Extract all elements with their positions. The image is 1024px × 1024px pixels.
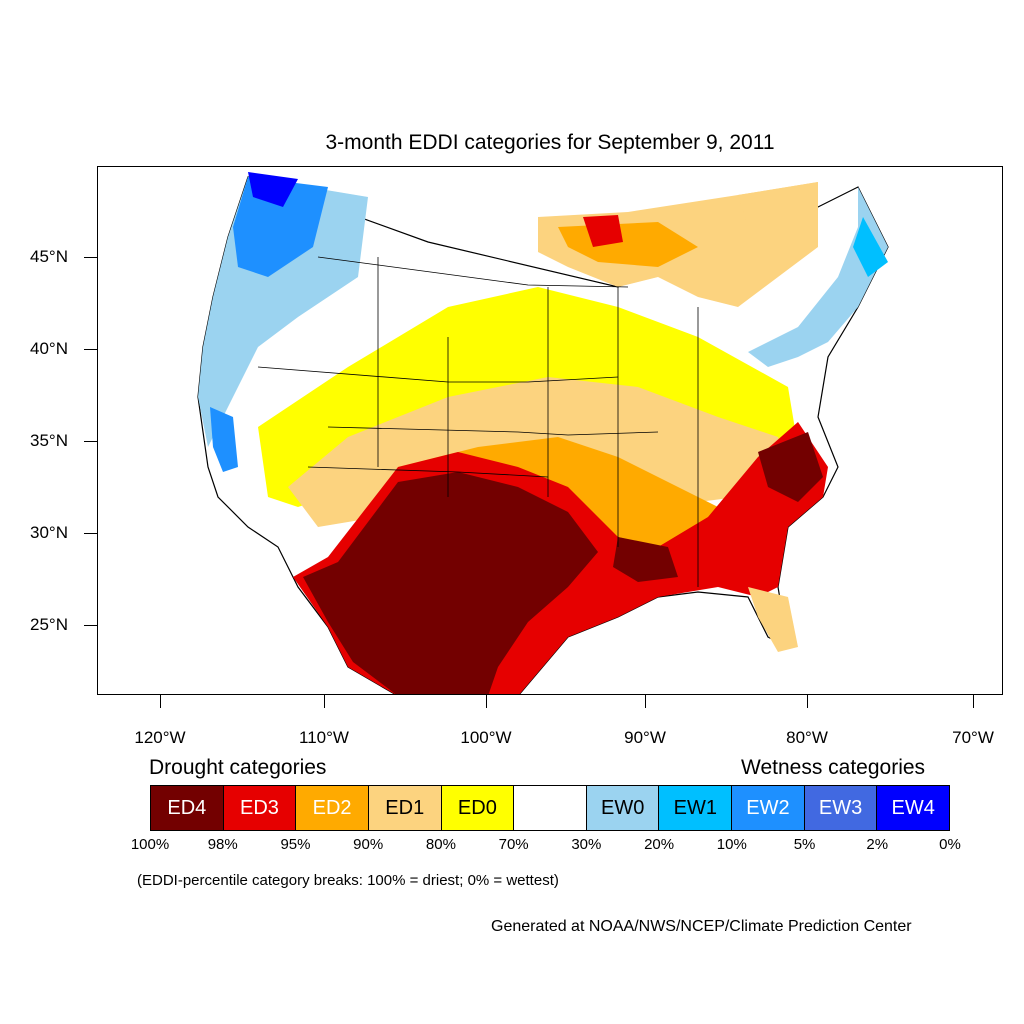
lon-tick bbox=[324, 695, 325, 708]
legend-swatch: ED1 bbox=[368, 786, 442, 830]
credit-line: Generated at NOAA/NWS/NCEP/Climate Predi… bbox=[491, 918, 912, 935]
legend-break-label: 5% bbox=[793, 836, 816, 853]
legend-swatch bbox=[514, 786, 587, 830]
breaks-note: (EDDI-percentile category breaks: 100% =… bbox=[137, 872, 559, 889]
lon-tick bbox=[486, 695, 487, 708]
lat-label: 40°N bbox=[30, 339, 68, 358]
lat-label: 45°N bbox=[30, 247, 68, 266]
legend-swatch: EW1 bbox=[659, 786, 733, 830]
legend-swatch: ED4 bbox=[151, 786, 224, 830]
legend-break-label: 98% bbox=[207, 836, 238, 853]
canada-ed0-region bbox=[738, 182, 818, 242]
lon-tick bbox=[160, 695, 161, 708]
legend-swatch: ED2 bbox=[296, 786, 369, 830]
lon-label: 80°W bbox=[786, 728, 828, 747]
legend-break-label: 20% bbox=[644, 836, 675, 853]
lat-label: 30°N bbox=[30, 523, 68, 542]
northwest-ew4-region bbox=[248, 172, 298, 207]
legend-swatch: EW3 bbox=[804, 786, 878, 830]
canada-ed3-region bbox=[583, 215, 623, 247]
lon-tick bbox=[973, 695, 974, 708]
legend-break-label: 80% bbox=[425, 836, 456, 853]
legend-swatch: EW4 bbox=[877, 786, 950, 830]
lon-label: 110°W bbox=[299, 728, 349, 747]
northeast-ew0-region bbox=[748, 187, 888, 367]
lon-tick bbox=[807, 695, 808, 708]
lat-tick bbox=[84, 625, 97, 626]
lat-tick bbox=[84, 533, 97, 534]
legend-swatch: EW0 bbox=[586, 786, 660, 830]
legend-break-label: 30% bbox=[571, 836, 602, 853]
lon-label: 90°W bbox=[624, 728, 666, 747]
lon-label: 100°W bbox=[460, 728, 512, 747]
lon-label: 70°W bbox=[952, 728, 994, 747]
map-panel bbox=[97, 166, 1003, 695]
legend-swatch: EW2 bbox=[732, 786, 805, 830]
legend-colorbar: ED4 ED3 ED2 ED1 ED0 EW0 EW1 EW2 EW3 EW4 bbox=[150, 785, 950, 831]
lon-tick bbox=[645, 695, 646, 708]
lon-label: 120°W bbox=[134, 728, 186, 747]
lat-label: 35°N bbox=[30, 431, 68, 450]
legend-break-label: 10% bbox=[716, 836, 747, 853]
legend-break-label: 95% bbox=[280, 836, 311, 853]
map-title: 3-month EDDI categories for September 9,… bbox=[325, 131, 775, 154]
lat-tick bbox=[84, 441, 97, 442]
south-ed4-region bbox=[303, 472, 598, 694]
wetness-heading: Wetness categories bbox=[741, 756, 926, 779]
gulf-ed4-region bbox=[613, 537, 678, 582]
drought-heading: Drought categories bbox=[149, 756, 327, 779]
northwest-ew1-region bbox=[233, 177, 328, 277]
florida-ed1-region bbox=[748, 587, 798, 652]
legend-break-label: 70% bbox=[498, 836, 529, 853]
legend-swatch: ED0 bbox=[441, 786, 515, 830]
legend-break-label: 90% bbox=[353, 836, 384, 853]
california-ew2-region bbox=[210, 407, 238, 472]
legend-break-label: 2% bbox=[866, 836, 889, 853]
lat-tick bbox=[84, 257, 97, 258]
lat-tick bbox=[84, 349, 97, 350]
legend-break-label: 100% bbox=[130, 836, 170, 853]
northeast-ew1-region bbox=[853, 217, 888, 277]
legend-break-label: 0% bbox=[939, 836, 961, 853]
lat-label: 25°N bbox=[30, 615, 68, 634]
eddi-map bbox=[197, 172, 889, 694]
state-borders bbox=[257, 256, 699, 587]
southeast-ed4-region bbox=[758, 432, 823, 502]
legend-swatch: ED3 bbox=[223, 786, 297, 830]
